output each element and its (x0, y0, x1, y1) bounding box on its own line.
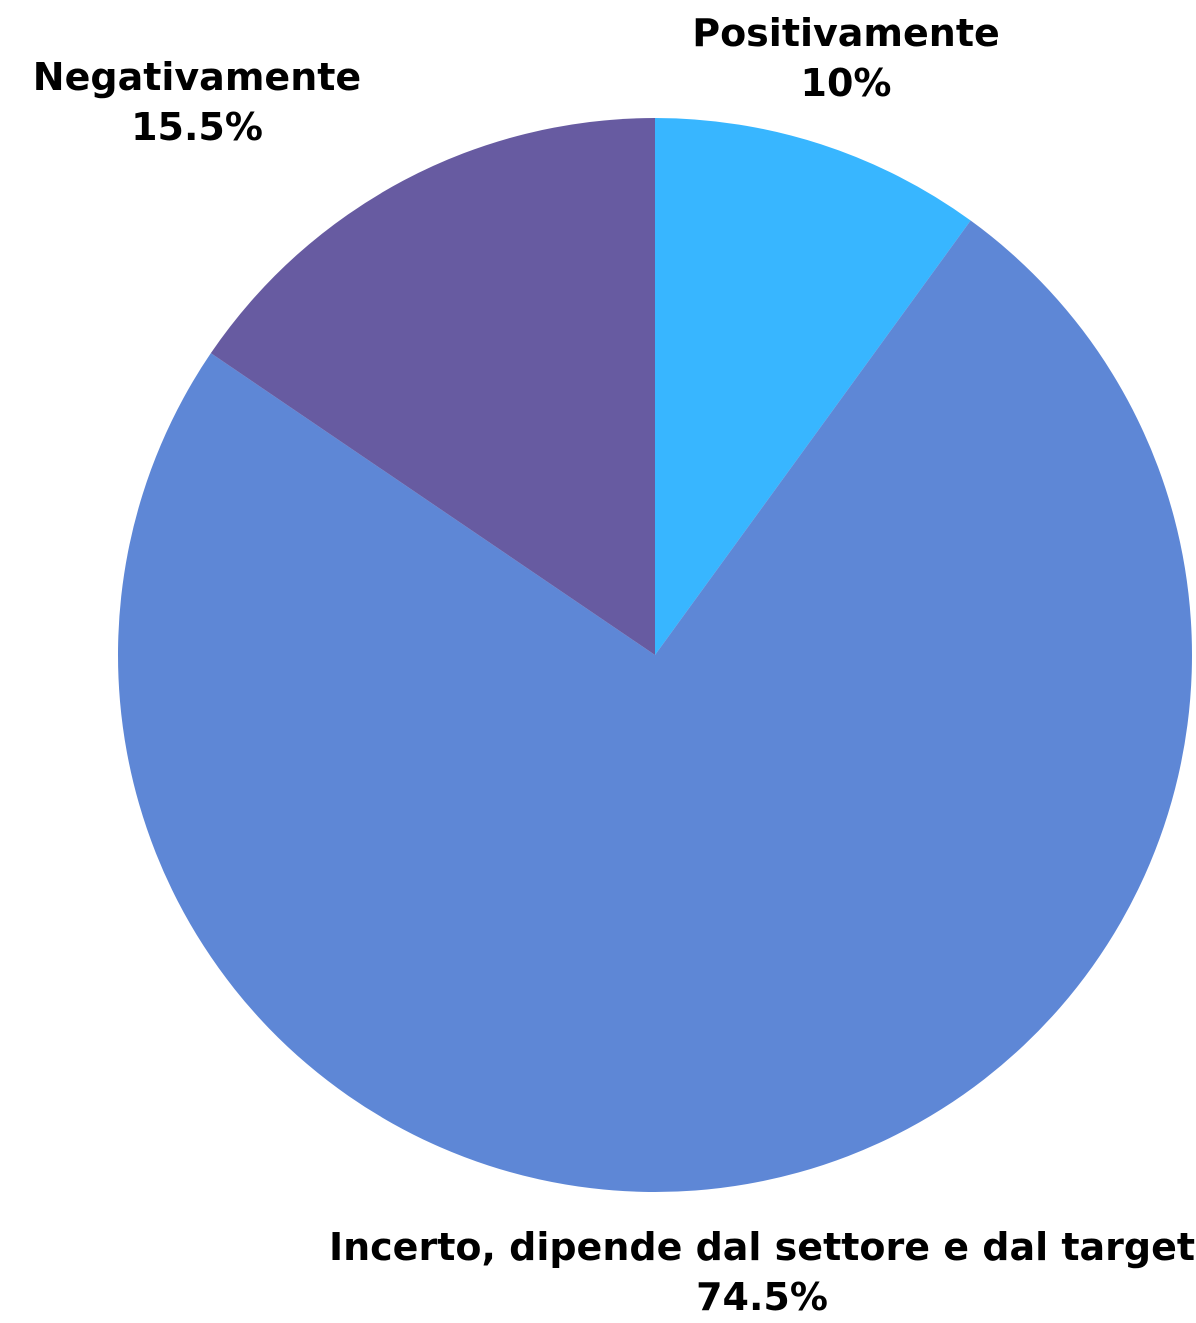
label-positivamente-value: 10% (800, 61, 892, 105)
pie-slice-negativamente (210, 118, 656, 655)
label-incerto: Incerto, dipende dal settore e dal targe… (329, 1222, 1195, 1322)
label-negativamente-value: 15.5% (131, 105, 263, 149)
pie-slice-incerto (117, 220, 1192, 1193)
label-negativamente-name: Negativamente (32, 55, 362, 99)
label-incerto-value: 74.5% (696, 1275, 828, 1319)
label-positivamente-name: Positivamente (692, 11, 1000, 55)
label-incerto-name: Incerto, dipende dal settore e dal targe… (328, 1225, 1196, 1269)
pie-slice-positivamente (655, 118, 971, 655)
label-negativamente: Negativamente 15.5% (33, 52, 361, 152)
label-positivamente: Positivamente 10% (692, 8, 1000, 108)
